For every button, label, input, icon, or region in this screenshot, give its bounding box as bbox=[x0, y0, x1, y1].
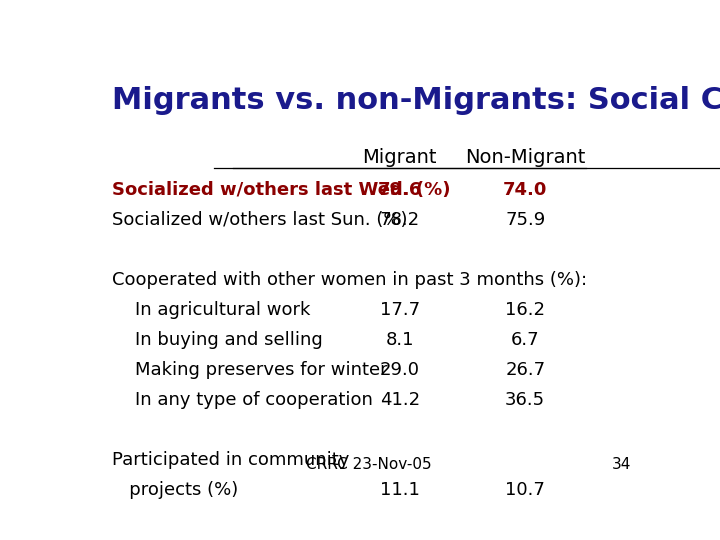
Text: 29.0: 29.0 bbox=[379, 361, 420, 379]
Text: 10.7: 10.7 bbox=[505, 481, 545, 498]
Text: 8.1: 8.1 bbox=[385, 331, 414, 349]
Text: CRRC 23-Nov-05: CRRC 23-Nov-05 bbox=[306, 457, 432, 472]
Text: In agricultural work: In agricultural work bbox=[135, 301, 310, 319]
Text: 34: 34 bbox=[612, 457, 631, 472]
Text: 74.0: 74.0 bbox=[503, 181, 547, 199]
Text: In any type of cooperation: In any type of cooperation bbox=[135, 391, 372, 409]
Text: 11.1: 11.1 bbox=[379, 481, 420, 498]
Text: 75.9: 75.9 bbox=[505, 211, 545, 229]
Text: Socialized w/others last Sun. (%): Socialized w/others last Sun. (%) bbox=[112, 211, 408, 229]
Text: 41.2: 41.2 bbox=[379, 391, 420, 409]
Text: Migrants vs. non-Migrants: Social Capital: Migrants vs. non-Migrants: Social Capita… bbox=[112, 85, 720, 114]
Text: Participated in community: Participated in community bbox=[112, 451, 350, 469]
Text: 26.7: 26.7 bbox=[505, 361, 545, 379]
Text: projects (%): projects (%) bbox=[112, 481, 238, 498]
Text: 79.6: 79.6 bbox=[377, 181, 422, 199]
Text: Non-Migrant: Non-Migrant bbox=[465, 148, 585, 167]
Text: Socialized w/others last Wed. (%): Socialized w/others last Wed. (%) bbox=[112, 181, 451, 199]
Text: 16.2: 16.2 bbox=[505, 301, 545, 319]
Text: 78.2: 78.2 bbox=[379, 211, 420, 229]
Text: Migrant: Migrant bbox=[362, 148, 437, 167]
Text: Making preserves for winter: Making preserves for winter bbox=[135, 361, 387, 379]
Text: In buying and selling: In buying and selling bbox=[135, 331, 323, 349]
Text: 6.7: 6.7 bbox=[511, 331, 539, 349]
Text: 17.7: 17.7 bbox=[379, 301, 420, 319]
Text: 36.5: 36.5 bbox=[505, 391, 545, 409]
Text: Cooperated with other women in past 3 months (%):: Cooperated with other women in past 3 mo… bbox=[112, 271, 588, 289]
